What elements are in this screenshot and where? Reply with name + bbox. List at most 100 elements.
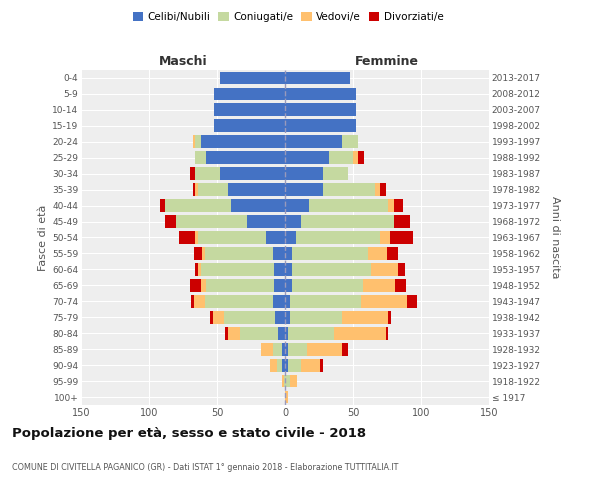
- Bar: [273, 247, 285, 260]
- Bar: [290, 295, 361, 308]
- Bar: [275, 311, 285, 324]
- Bar: [205, 247, 273, 260]
- Bar: [292, 263, 371, 276]
- Bar: [285, 88, 356, 101]
- Bar: [342, 343, 347, 355]
- Bar: [285, 104, 356, 117]
- Bar: [361, 295, 407, 308]
- Bar: [214, 120, 285, 132]
- Bar: [282, 343, 285, 355]
- Bar: [195, 184, 198, 196]
- Bar: [198, 231, 266, 244]
- Bar: [270, 358, 277, 372]
- Bar: [190, 168, 195, 180]
- Bar: [274, 263, 285, 276]
- Text: Popolazione per età, sesso e stato civile - 2018: Popolazione per età, sesso e stato civil…: [12, 428, 366, 440]
- Bar: [285, 279, 292, 291]
- Bar: [193, 136, 195, 148]
- Bar: [285, 152, 329, 164]
- Bar: [195, 152, 206, 164]
- Bar: [206, 279, 274, 291]
- Bar: [285, 168, 323, 180]
- Bar: [334, 327, 386, 340]
- Bar: [200, 263, 274, 276]
- Bar: [380, 184, 386, 196]
- Bar: [282, 374, 284, 388]
- Bar: [166, 215, 176, 228]
- Bar: [388, 199, 394, 212]
- Bar: [214, 88, 285, 101]
- Bar: [394, 215, 410, 228]
- Bar: [285, 215, 301, 228]
- Bar: [200, 136, 285, 148]
- Bar: [285, 184, 323, 196]
- Bar: [230, 199, 285, 212]
- Bar: [179, 231, 195, 244]
- Bar: [388, 311, 391, 324]
- Bar: [228, 327, 240, 340]
- Bar: [195, 263, 198, 276]
- Bar: [277, 358, 282, 372]
- Bar: [301, 215, 394, 228]
- Bar: [273, 295, 285, 308]
- Bar: [342, 311, 388, 324]
- Bar: [288, 343, 307, 355]
- Bar: [285, 295, 290, 308]
- Text: Maschi: Maschi: [158, 54, 208, 68]
- Bar: [213, 311, 224, 324]
- Bar: [191, 295, 194, 308]
- Bar: [194, 295, 205, 308]
- Bar: [395, 279, 406, 291]
- Bar: [194, 247, 202, 260]
- Bar: [310, 199, 388, 212]
- Text: Femmine: Femmine: [355, 54, 419, 68]
- Bar: [160, 199, 166, 212]
- Bar: [285, 358, 288, 372]
- Bar: [176, 215, 247, 228]
- Bar: [266, 231, 285, 244]
- Bar: [371, 263, 398, 276]
- Bar: [240, 327, 278, 340]
- Bar: [193, 184, 195, 196]
- Bar: [247, 215, 285, 228]
- Bar: [220, 72, 285, 85]
- Bar: [198, 263, 200, 276]
- Bar: [225, 327, 228, 340]
- Bar: [214, 104, 285, 117]
- Bar: [220, 168, 285, 180]
- Bar: [282, 358, 285, 372]
- Bar: [200, 279, 206, 291]
- Bar: [285, 263, 292, 276]
- Bar: [202, 247, 205, 260]
- Bar: [394, 199, 403, 212]
- Bar: [195, 231, 198, 244]
- Bar: [375, 184, 380, 196]
- Bar: [285, 343, 288, 355]
- Bar: [274, 279, 285, 291]
- Bar: [195, 168, 220, 180]
- Bar: [292, 247, 368, 260]
- Bar: [398, 263, 404, 276]
- Bar: [329, 152, 353, 164]
- Bar: [296, 231, 380, 244]
- Bar: [290, 311, 342, 324]
- Bar: [284, 374, 285, 388]
- Bar: [323, 184, 375, 196]
- Bar: [273, 343, 282, 355]
- Bar: [386, 327, 388, 340]
- Bar: [323, 168, 347, 180]
- Bar: [198, 184, 228, 196]
- Bar: [390, 231, 413, 244]
- Bar: [353, 152, 358, 164]
- Bar: [307, 343, 342, 355]
- Bar: [358, 152, 364, 164]
- Bar: [368, 247, 387, 260]
- Bar: [224, 311, 275, 324]
- Bar: [285, 231, 296, 244]
- Bar: [278, 327, 285, 340]
- Bar: [285, 120, 356, 132]
- Bar: [407, 295, 417, 308]
- Bar: [301, 358, 320, 372]
- Y-axis label: Anni di nascita: Anni di nascita: [550, 196, 560, 279]
- Y-axis label: Fasce di età: Fasce di età: [38, 204, 48, 270]
